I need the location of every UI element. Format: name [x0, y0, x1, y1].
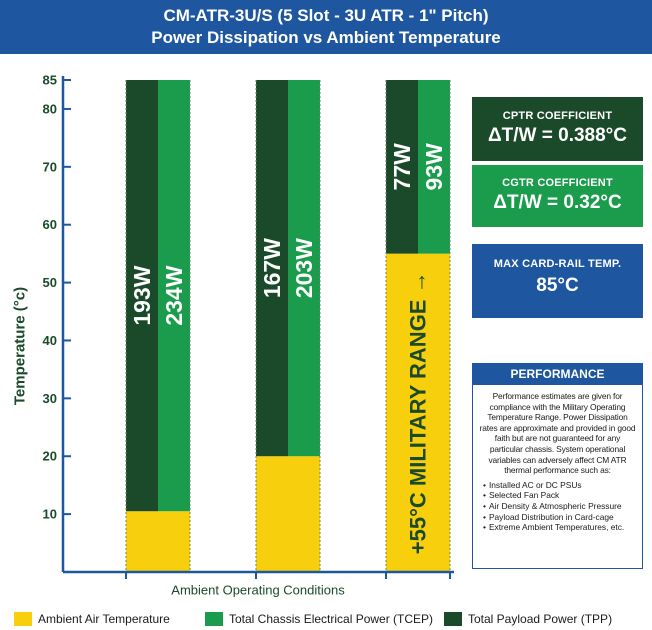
x-axis-title: Ambient Operating Conditions: [171, 583, 345, 598]
cgtr-coefficient-panel: CGTR COEFFICIENT ΔT/W = 0.32°C: [472, 165, 643, 227]
max-card-rail-temp-panel: MAX CARD-RAIL TEMP. 85°C: [472, 244, 643, 318]
rail-value: 85°C: [536, 275, 579, 296]
y-tick-label: 60: [43, 217, 57, 232]
y-tick-label: 20: [43, 449, 57, 464]
title-line-2: Power Dissipation vs Ambient Temperature: [151, 28, 501, 47]
rail-heading: MAX CARD-RAIL TEMP.: [493, 258, 622, 270]
tpp-bar-2: [256, 80, 288, 457]
ambient-bar-3: [386, 253, 450, 572]
y-tick-label: 40: [43, 333, 57, 348]
cptr-value: ΔT/W = 0.388°C: [488, 125, 627, 146]
legend-swatch-tcep: [205, 612, 223, 626]
chart-legend: Ambient Air Temperature Total Chassis El…: [0, 606, 652, 630]
performance-list: Installed AC or DC PSUs Selected Fan Pac…: [473, 476, 642, 533]
y-tick-label: 10: [43, 507, 57, 522]
chart-title: CM-ATR-3U/S (5 Slot - 3U ATR - 1" Pitch)…: [0, 0, 652, 54]
legend-swatch-ambient: [14, 612, 32, 626]
tcep-data-label-2: 203W: [291, 238, 317, 298]
ambient-bar-1: [126, 511, 190, 572]
performance-item: Installed AC or DC PSUs: [483, 480, 642, 491]
performance-text: Performance estimates are given for comp…: [479, 391, 636, 476]
performance-item: Payload Distribution in Card-cage: [483, 512, 642, 523]
tcep-bar-3: [418, 80, 450, 254]
cptr-heading: CPTR COEFFICIENT: [502, 110, 613, 122]
legend-swatch-tpp: [444, 612, 462, 626]
legend-label: Total Payload Power (TPP): [468, 612, 613, 626]
performance-item: Air Density & Atmospheric Pressure: [483, 501, 642, 512]
y-tick-label: 85: [43, 73, 57, 88]
performance-item: Extreme Ambient Temperatures, etc.: [483, 522, 642, 533]
tpp-data-label-1: 193W: [129, 265, 155, 325]
ambient-bar-2: [256, 456, 320, 572]
y-tick-label: 80: [43, 101, 57, 116]
title-line-1: CM-ATR-3U/S (5 Slot - 3U ATR - 1" Pitch): [163, 6, 489, 25]
cgtr-heading: CGTR COEFFICIENT: [502, 177, 613, 189]
tpp-data-label-2: 167W: [259, 238, 285, 298]
cgtr-value: ΔT/W = 0.32°C: [493, 192, 622, 213]
legend-label: Ambient Air Temperature: [38, 612, 170, 626]
tpp-bar-1: [126, 80, 158, 512]
performance-heading: PERFORMANCE: [473, 364, 642, 385]
tpp-data-label-3: 77W: [389, 143, 415, 191]
y-tick-label: 50: [43, 275, 57, 290]
y-tick-label: 30: [43, 391, 57, 406]
legend-label: Total Chassis Electrical Power (TCEP): [229, 612, 434, 626]
tcep-data-label-1: 234W: [161, 265, 187, 325]
tcep-bar-1: [158, 80, 190, 512]
tcep-bar-2: [288, 80, 320, 457]
y-tick-label: 70: [43, 159, 57, 174]
cptr-coefficient-panel: CPTR COEFFICIENT ΔT/W = 0.388°C: [472, 97, 643, 161]
tpp-bar-3: [386, 80, 418, 254]
y-axis-title: Temperature (°c): [12, 287, 29, 405]
tcep-data-label-3: 93W: [421, 143, 447, 191]
chart-plot: 10 20 30 40 50 60 70 80 85 Temperature (°c) Ambien…: [12, 73, 454, 598]
performance-item: Selected Fan Pack: [483, 490, 642, 501]
military-range-label: +55°C MILITARY RANGE →: [406, 271, 431, 554]
performance-box: PERFORMANCE Performance estimates are gi…: [472, 363, 643, 569]
